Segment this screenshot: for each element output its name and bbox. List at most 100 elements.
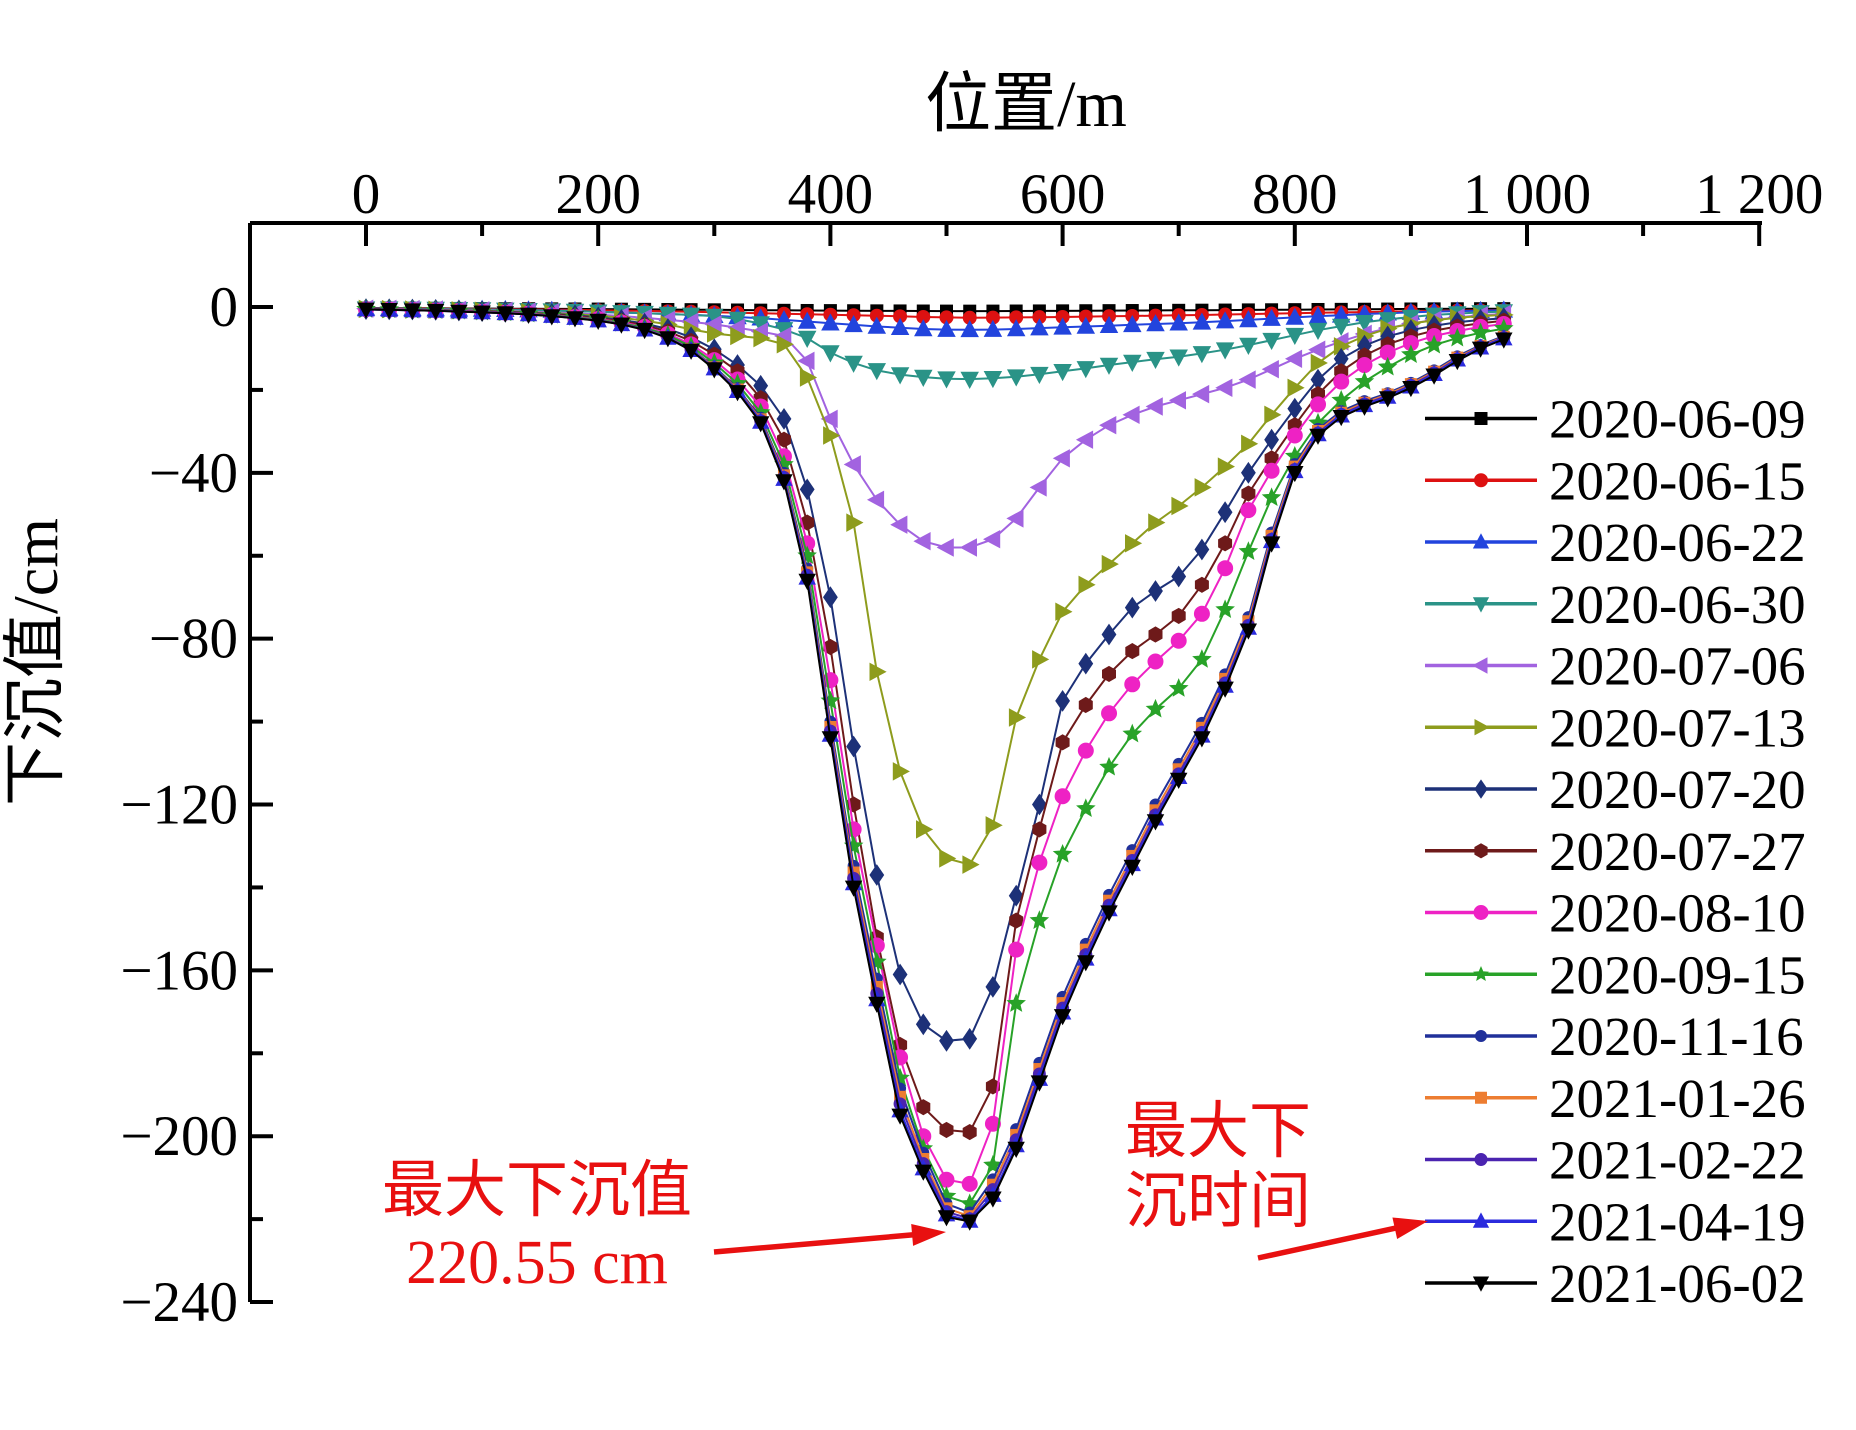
data-point-marker <box>543 309 561 326</box>
data-point-marker <box>1355 399 1374 416</box>
data-point-marker <box>1264 428 1280 451</box>
data-point-marker <box>1077 742 1094 759</box>
data-point-marker <box>1264 405 1282 425</box>
data-point-marker <box>1475 1091 1487 1104</box>
series-line <box>365 307 1504 549</box>
data-point-marker <box>1006 509 1024 528</box>
x-tick-label: 1 200 <box>1695 163 1823 226</box>
legend-item-2020-06-15: 2020-06-15 <box>1425 450 1806 511</box>
data-point-marker <box>916 1099 931 1116</box>
data-point-marker <box>867 316 887 334</box>
data-point-marker <box>1472 1276 1490 1292</box>
y-tick-label: −200 <box>120 1105 238 1168</box>
data-point-marker <box>635 322 654 340</box>
data-point-marker <box>1354 371 1375 390</box>
data-point-marker <box>1284 349 1303 369</box>
legend-label: 2020-08-10 <box>1549 883 1806 944</box>
data-point-marker <box>1287 378 1305 398</box>
data-point-marker <box>983 371 1003 389</box>
data-point-marker <box>1378 391 1397 408</box>
data-point-marker <box>937 371 956 389</box>
data-point-marker <box>1055 690 1071 712</box>
data-point-marker <box>891 1108 909 1125</box>
data-point-marker <box>1239 337 1258 355</box>
data-point-marker <box>1146 351 1165 370</box>
data-point-marker <box>1215 599 1235 618</box>
legend-item-2020-08-10: 2020-08-10 <box>1425 883 1806 944</box>
data-point-marker <box>1472 597 1490 613</box>
data-point-marker <box>1169 349 1188 367</box>
x-tick-label: 1 000 <box>1463 163 1591 226</box>
data-point-marker <box>566 311 584 328</box>
data-point-marker <box>1424 334 1444 354</box>
data-point-marker <box>962 1027 978 1050</box>
data-point-marker <box>1099 357 1119 375</box>
data-point-marker <box>1309 428 1327 445</box>
data-point-marker <box>1146 814 1165 831</box>
data-point-marker <box>1100 905 1118 922</box>
series-line <box>365 308 1505 1218</box>
y-tick-label: −160 <box>120 939 238 1002</box>
data-point-marker <box>1425 368 1443 385</box>
legend-item-2020-07-06: 2020-07-06 <box>1425 636 1806 697</box>
data-point-marker <box>426 303 445 321</box>
legend-item-2020-06-09: 2020-06-09 <box>1425 389 1806 450</box>
legend-label: 2020-07-13 <box>1549 697 1806 758</box>
annotation-text: 最大下 <box>1125 1098 1311 1166</box>
data-point-marker <box>961 1175 978 1192</box>
data-point-marker <box>1101 554 1119 574</box>
data-point-marker <box>844 880 863 897</box>
data-point-marker <box>519 307 538 324</box>
data-point-marker <box>1147 653 1164 670</box>
data-point-marker <box>1472 1212 1490 1228</box>
data-point-marker <box>589 313 607 330</box>
data-point-marker <box>1076 361 1096 379</box>
data-point-marker <box>1076 798 1096 817</box>
series-2020-09-15 <box>356 299 1514 1213</box>
data-point-marker <box>1217 457 1235 476</box>
data-point-marker <box>1470 322 1491 342</box>
data-point-marker <box>1310 353 1328 373</box>
annotation-arrow-shaft <box>1257 1224 1402 1261</box>
series-line <box>365 308 1505 1223</box>
data-point-marker <box>1053 364 1072 382</box>
data-point-marker <box>1030 318 1049 336</box>
data-point-marker <box>1217 501 1233 524</box>
legend-label: 2021-04-19 <box>1549 1191 1806 1252</box>
data-point-marker <box>1102 665 1116 682</box>
x-tick-label: 200 <box>555 163 641 226</box>
data-point-marker <box>866 490 885 510</box>
data-point-marker <box>1171 496 1189 516</box>
data-point-marker <box>1447 327 1468 347</box>
data-point-marker <box>1123 354 1142 372</box>
series-line <box>365 308 1504 1186</box>
data-point-marker <box>869 864 885 886</box>
data-point-marker <box>820 409 838 429</box>
series-line <box>365 308 1505 1222</box>
data-point-marker <box>962 855 980 874</box>
data-point-marker <box>1261 359 1279 379</box>
data-point-marker <box>892 963 908 986</box>
data-point-marker <box>1238 370 1256 389</box>
data-point-marker <box>1099 756 1119 776</box>
data-point-marker <box>357 302 375 319</box>
data-point-marker <box>728 385 747 402</box>
data-point-marker <box>1377 356 1398 376</box>
annotation-text: 最大下沉值 <box>382 1157 692 1225</box>
legend-label: 2020-07-27 <box>1549 821 1806 882</box>
data-point-marker <box>1053 317 1072 335</box>
legend-item-2021-02-22: 2021-02-22 <box>1425 1130 1806 1191</box>
data-point-marker <box>1194 478 1212 497</box>
data-point-marker <box>1239 310 1258 328</box>
series-2021-04-19 <box>357 300 1513 1228</box>
data-point-marker <box>450 304 468 321</box>
data-point-marker <box>496 306 515 323</box>
data-point-marker <box>1007 1141 1025 1158</box>
data-point-marker <box>1475 1030 1487 1042</box>
data-point-marker <box>1215 378 1233 398</box>
series-2020-08-10 <box>358 301 1512 1192</box>
data-point-marker <box>869 662 887 682</box>
data-point-marker <box>1193 731 1211 748</box>
data-point-marker <box>960 1214 979 1231</box>
